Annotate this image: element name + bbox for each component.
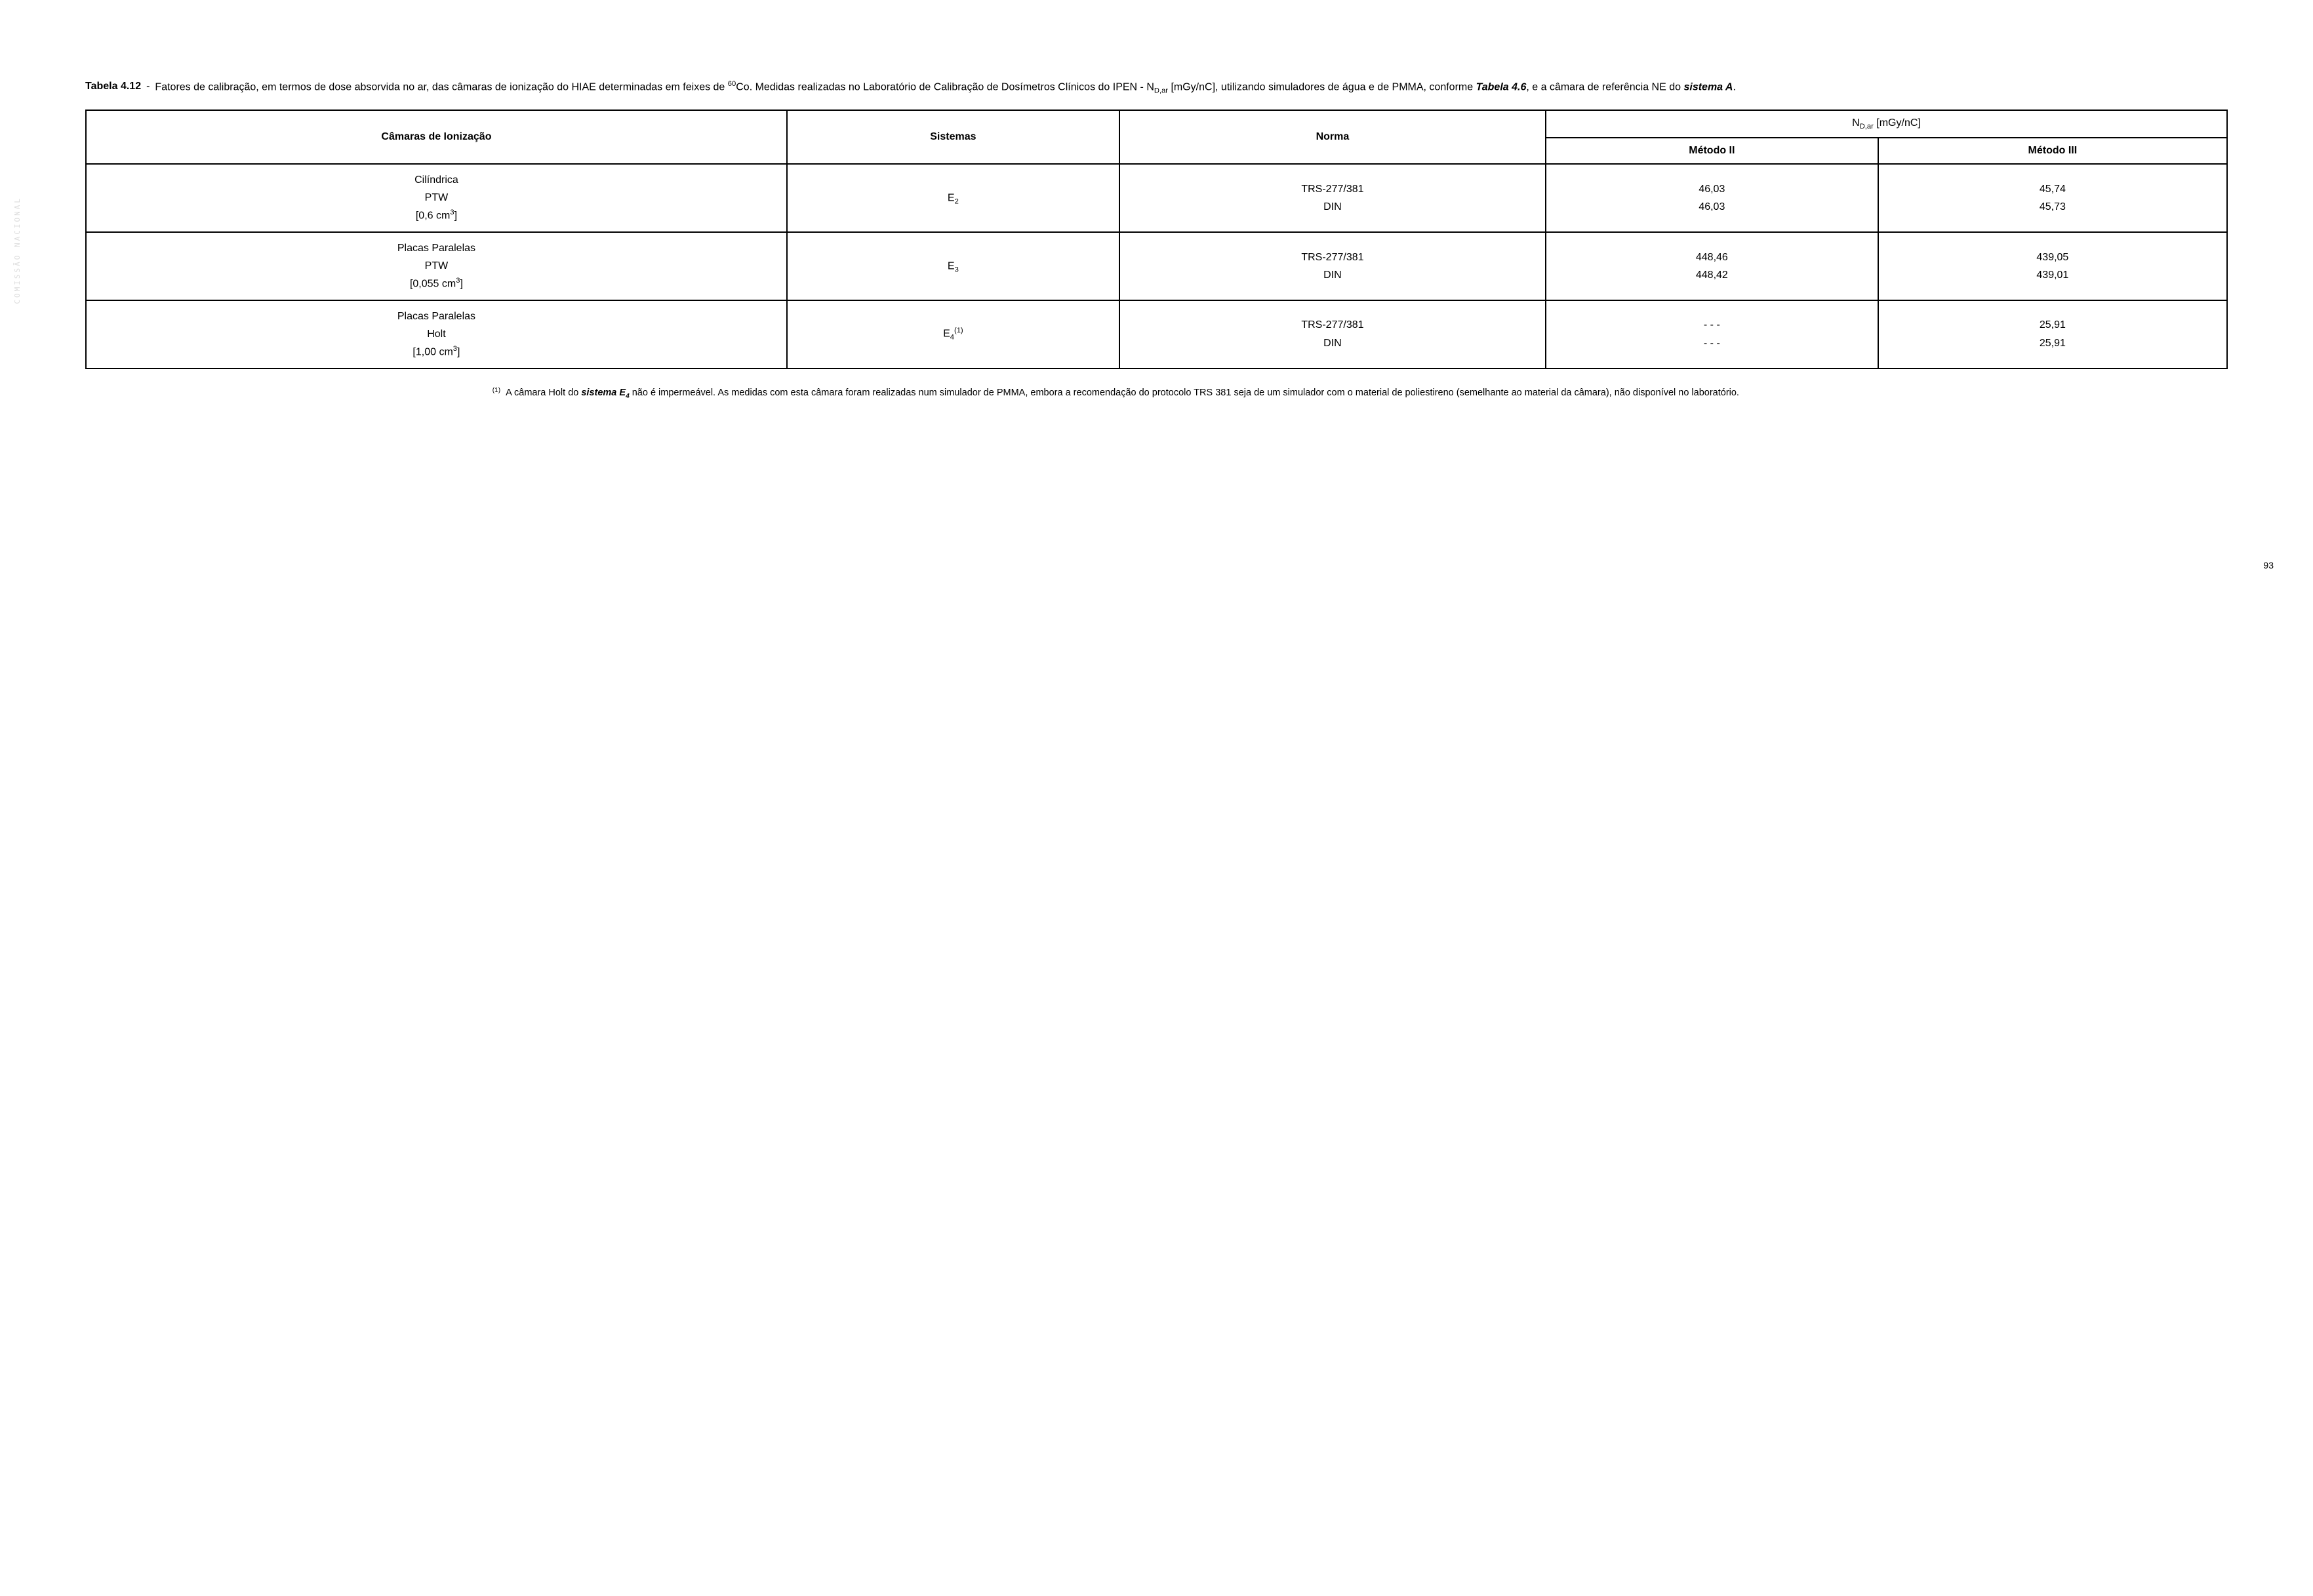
ndar-n: N — [1852, 117, 1860, 129]
table-header-row-1: Câmaras de Ionização Sistemas Norma ND,a… — [86, 110, 2227, 138]
chamber-vol-a: [0,6 cm — [416, 210, 450, 222]
system-sup: (1) — [954, 327, 963, 334]
col-method-3: Método III — [1878, 138, 2227, 164]
chamber-vol-b: ] — [460, 279, 462, 290]
norm-line2: DIN — [1323, 338, 1342, 349]
m2-line2: - - - — [1704, 338, 1720, 349]
footnote-text-a: A câmara Holt do — [506, 388, 581, 398]
scan-artifact-text: COMISSÃO NACIONAL — [13, 197, 22, 304]
system-ref: sistema A — [1683, 81, 1733, 92]
chamber-vol-a: [0,055 cm — [410, 279, 456, 290]
ndar-sub: D,ar — [1154, 87, 1168, 95]
page-number: 93 — [2263, 560, 2274, 570]
ndar-subscript: D,ar — [1860, 123, 1874, 130]
m3-line2: 25,91 — [2040, 338, 2066, 349]
caption-part-a: Fatores de calibração, em termos de dose… — [155, 81, 727, 92]
m3-line1: 25,91 — [2040, 319, 2066, 330]
chamber-line1: Cilíndrica — [414, 174, 458, 186]
footnote-system-ref: sistema E4 — [581, 388, 629, 398]
system-sub: 4 — [950, 334, 954, 342]
cell-norm: TRS-277/381 DIN — [1119, 232, 1546, 300]
cell-m3: 25,91 25,91 — [1878, 300, 2227, 369]
col-ndar: ND,ar [mGy/nC] — [1546, 110, 2227, 138]
table-row: Placas Paralelas PTW [0,055 cm3] E3 TRS-… — [86, 232, 2227, 300]
footnote-sys-base: sistema E — [581, 388, 626, 398]
cell-system: E3 — [787, 232, 1119, 300]
cell-system: E4(1) — [787, 300, 1119, 369]
col-chamber: Câmaras de Ionização — [86, 110, 787, 164]
m3-line1: 439,05 — [2036, 252, 2068, 263]
system-base: E — [948, 192, 955, 203]
chamber-vol-a: [1,00 cm — [412, 346, 453, 357]
norm-line2: DIN — [1323, 201, 1342, 212]
table-footnote: (1) A câmara Holt do sistema E4 não é im… — [493, 386, 1821, 402]
chamber-vol-b: ] — [457, 346, 460, 357]
m2-line1: 448,46 — [1696, 252, 1728, 263]
col-system: Sistemas — [787, 110, 1119, 164]
col-norm: Norma — [1119, 110, 1546, 164]
table-label: Tabela 4.12 — [85, 79, 141, 96]
cell-m2: 46,03 46,03 — [1546, 164, 1878, 232]
cell-system: E2 — [787, 164, 1119, 232]
system-base: E — [948, 260, 955, 271]
cell-norm: TRS-277/381 DIN — [1119, 300, 1546, 369]
chamber-line2: PTW — [425, 192, 449, 203]
caption-part-c: , e a câmara de referência NE do — [1526, 81, 1683, 92]
col-method-2: Método II — [1546, 138, 1878, 164]
chamber-line1: Placas Paralelas — [397, 311, 475, 322]
chamber-line2: PTW — [425, 260, 449, 271]
m3-line2: 45,73 — [2040, 201, 2066, 212]
cell-norm: TRS-277/381 DIN — [1119, 164, 1546, 232]
table-ref: Tabela 4.6 — [1476, 81, 1527, 92]
m3-line2: 439,01 — [2036, 269, 2068, 281]
ndar-unit: [mGy/nC] — [1874, 117, 1921, 129]
footnote-body: A câmara Holt do sistema E4 não é imperm… — [506, 386, 1739, 402]
m2-line1: 46,03 — [1699, 184, 1725, 195]
caption-part-b: [mGy/nC], utilizando simuladores de água… — [1168, 81, 1476, 92]
norm-line2: DIN — [1323, 269, 1342, 281]
cell-m2: 448,46 448,42 — [1546, 232, 1878, 300]
footnote-marker: (1) — [493, 386, 500, 402]
chamber-line1: Placas Paralelas — [397, 243, 475, 254]
m2-line2: 46,03 — [1699, 201, 1725, 212]
chamber-line2: Holt — [427, 329, 445, 340]
cobalt-mass: 60 — [728, 80, 736, 88]
cell-m3: 439,05 439,01 — [1878, 232, 2227, 300]
table-caption: Tabela 4.12 - Fatores de calibração, em … — [85, 79, 2228, 96]
m2-line2: 448,42 — [1696, 269, 1728, 281]
footnote-text-b: não é impermeável. As medidas com esta c… — [630, 388, 1739, 398]
caption-text: Fatores de calibração, em termos de dose… — [155, 79, 2228, 96]
system-base: E — [943, 329, 950, 340]
norm-line1: TRS-277/381 — [1301, 319, 1363, 330]
cell-m3: 45,74 45,73 — [1878, 164, 2227, 232]
table-row: Placas Paralelas Holt [1,00 cm3] E4(1) T… — [86, 300, 2227, 369]
norm-line1: TRS-277/381 — [1301, 252, 1363, 263]
norm-line1: TRS-277/381 — [1301, 184, 1363, 195]
system-sub: 2 — [955, 197, 959, 205]
calibration-table: Câmaras de Ionização Sistemas Norma ND,a… — [85, 110, 2228, 369]
caption-dash: - — [146, 79, 150, 96]
m3-line1: 45,74 — [2040, 184, 2066, 195]
caption-co-post: Co. Medidas realizadas no Laboratório de… — [736, 81, 1154, 92]
cell-chamber: Cilíndrica PTW [0,6 cm3] — [86, 164, 787, 232]
m2-line1: - - - — [1704, 319, 1720, 330]
caption-period: . — [1733, 81, 1735, 92]
system-sub: 3 — [955, 266, 959, 273]
cell-chamber: Placas Paralelas PTW [0,055 cm3] — [86, 232, 787, 300]
chamber-vol-b: ] — [454, 210, 457, 222]
cell-chamber: Placas Paralelas Holt [1,00 cm3] — [86, 300, 787, 369]
table-row: Cilíndrica PTW [0,6 cm3] E2 TRS-277/381 … — [86, 164, 2227, 232]
cell-m2: - - - - - - — [1546, 300, 1878, 369]
